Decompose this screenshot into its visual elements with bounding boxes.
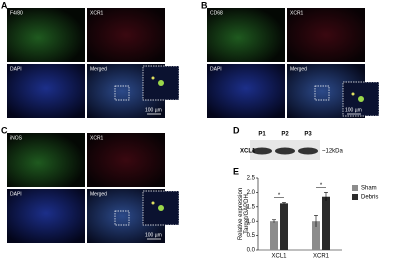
scale-bar: 100 µm [145,232,162,238]
lane-label: P1 [258,132,266,138]
inset-cell [351,92,355,96]
inset-cell [158,80,164,86]
protein-label: XCL1 [240,149,256,155]
image-label: XCR1 [90,10,104,16]
bar [322,196,330,250]
micrograph [87,133,165,187]
image-label: F4/80 [10,10,23,16]
y-tick-label: 2.0 [247,190,256,196]
x-tick-label: XCR1 [313,254,330,260]
roi-box [314,85,330,101]
image-label: XCR1 [90,135,104,141]
image-label: Merged [90,66,107,72]
legend-label: Sham [361,186,377,192]
micrograph [87,8,165,62]
y-tick-label: 2.5 [247,176,256,182]
y-label-line: Target/GAPDH [244,194,250,234]
image-label: DAPI [210,66,222,72]
lane-label: P3 [304,132,312,138]
panel-letter: C [1,125,8,135]
roi-box [114,85,130,101]
band [275,147,295,155]
bar [312,221,320,250]
y-axis-label: Relative expressionTarget/GAPDH [238,188,250,240]
scale-bar: 100 µm [145,107,162,113]
image-label: XCR1 [290,10,304,16]
micrograph [7,133,85,187]
y-tick-label: 1.5 [247,204,256,210]
y-tick-label: 1.0 [247,219,256,225]
lane-label: P2 [281,132,289,138]
inset-cell [151,76,155,80]
image-label: DAPI [10,66,22,72]
image-label: DAPI [10,191,22,197]
panel-letter: E [233,166,239,176]
micrograph [7,64,85,118]
bar [270,221,278,250]
bar [280,203,288,250]
panel-letter: A [1,0,8,10]
inset-cell [158,205,164,211]
y-tick-label: 0.0 [247,248,256,254]
micrograph [207,64,285,118]
y-tick-label: 0.5 [247,233,256,239]
roi-box [114,210,130,226]
micrograph [7,189,85,243]
legend-label: Debris [361,195,378,201]
band [252,147,272,155]
band [298,147,318,155]
x-tick-label: XCL1 [271,254,287,260]
image-label: Merged [290,66,307,72]
image-label: Merged [90,191,107,197]
inset-cell [151,201,155,205]
micrograph [207,8,285,62]
sig-label: * [278,193,281,199]
micrograph [287,8,365,62]
legend-swatch [352,194,358,200]
y-label-line: Relative expression [238,188,244,240]
micrograph [7,8,85,62]
image-label: iNOS [10,135,23,141]
scale-bar: 100 µm [345,107,362,113]
panel-letter: B [201,0,208,10]
size-label: ~12kDa [322,149,344,155]
legend-swatch [352,185,358,191]
image-label: CD68 [210,10,223,16]
panel-letter: D [233,125,240,135]
inset-cell [358,96,364,102]
sig-label: * [320,183,323,189]
